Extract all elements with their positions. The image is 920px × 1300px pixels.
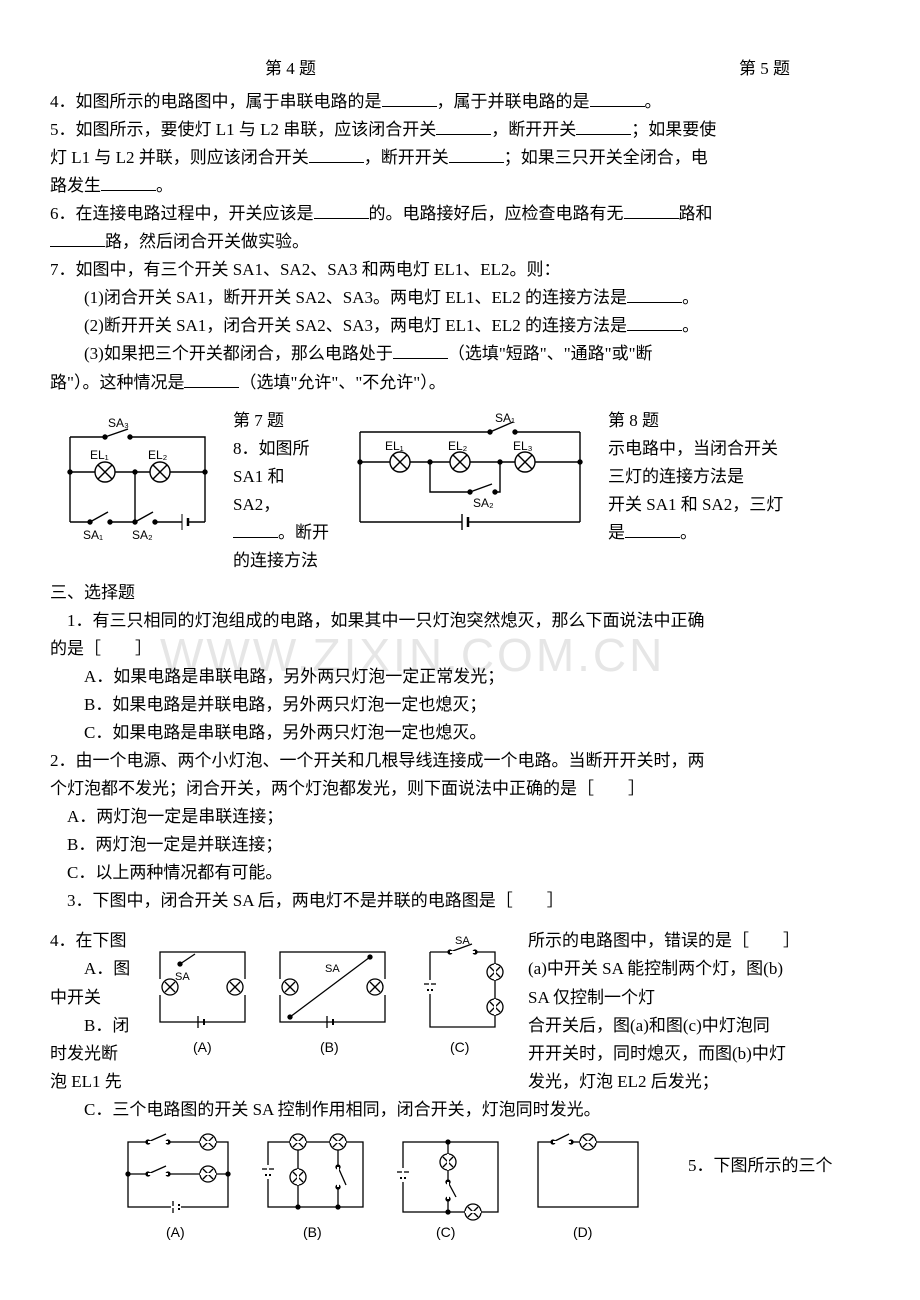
svg-text:(C): (C) (436, 1224, 455, 1240)
svg-text:SA: SA (175, 971, 190, 983)
q4-right-col: 所示的电路图中，错误的是［ ］ (a)中开关 SA 能控制两个灯，图(b) SA… (520, 927, 800, 1095)
svg-text:SA₂: SA₂ (132, 528, 153, 542)
fig8-caption: 第 8 题 (608, 407, 783, 435)
svg-text:SA: SA (455, 935, 470, 947)
q5-figures: (A) (B) (118, 1132, 658, 1247)
svg-text:EL₂: EL₂ (148, 448, 168, 462)
q4l6: 泡 EL1 先 (50, 1068, 145, 1096)
svg-text:SA₁: SA₁ (83, 528, 103, 542)
q4l3: 中开关 (50, 984, 145, 1012)
header-row: 第 4 题 第 5 题 (50, 0, 870, 88)
q4-left-col: 4．在下图 A．图 中开关 B．闭 时发光断 泡 EL1 先 (50, 927, 145, 1095)
mc-q1-a: A．如果电路是串联电路，另外两只灯泡一定正常发光； (50, 663, 870, 691)
svg-text:(D): (D) (573, 1224, 592, 1240)
q8-textcol-left: 第 7 题 8．如图所 SA1 和 SA2， 。断开 的连接方法 (225, 407, 340, 575)
q4-text: 4．如图所示的电路图中，属于串联电路的是，属于并联电路的是。 (50, 88, 870, 116)
fig7-circuit: SA₃ EL₁ EL₂ SA₁ SA₂ (50, 407, 225, 542)
q5-fig-row: (A) (B) (50, 1132, 870, 1247)
q4-figures: SA (A) SA (B) (145, 927, 520, 1072)
svg-text:SA₁: SA₁ (495, 411, 515, 425)
svg-text:(A): (A) (193, 1039, 212, 1055)
mc-q2-c: C．以上两种情况都有可能。 (50, 859, 870, 887)
q4l5: 时发光断 (50, 1040, 145, 1068)
svg-text:EL₁: EL₁ (90, 448, 109, 462)
q8r-frag3: 开关 SA1 和 SA2，三灯 (608, 491, 783, 519)
header-left: 第 4 题 (265, 55, 316, 83)
svg-text:(B): (B) (320, 1039, 339, 1055)
q4-option-c: C．三个电路图的开关 SA 控制作用相同，闭合开关，灯泡同时发光。 (50, 1096, 870, 1124)
q5-line3: 路发生。 (50, 172, 870, 200)
q4-row: 4．在下图 A．图 中开关 B．闭 时发光断 泡 EL1 先 SA (50, 927, 870, 1095)
q8-textcol-right: 第 8 题 示电路中，当闭合开关 三灯的连接方法是 开关 SA1 和 SA2，三… (600, 407, 791, 547)
fig8-circuit: SA₁ EL₁ EL₂ EL₃ SA₂ (340, 407, 600, 542)
mc-q1-l1: 1．有三只相同的灯泡组成的电路，如果其中一只灯泡突然熄灭，那么下面说法中正确 (50, 607, 870, 635)
q4r3: SA 仅控制一个灯 (528, 984, 800, 1012)
svg-text:EL₂: EL₂ (448, 439, 468, 453)
fig-row-q7q8: SA₃ EL₁ EL₂ SA₁ SA₂ 第 7 题 8．如图所 SA1 和 SA2，… (50, 407, 870, 575)
q4r2: (a)中开关 SA 能控制两个灯，图(b) (528, 955, 800, 983)
q5-line1: 5．如图所示，要使灯 L1 与 L2 串联，应该闭合开关，断开开关；如果要使 (50, 116, 870, 144)
q8-frag2: SA1 和 SA2， (233, 463, 332, 519)
q8-frag1: 8．如图所 (233, 435, 332, 463)
svg-text:SA: SA (325, 963, 340, 975)
mc-q1-b: B．如果电路是并联电路，另外两只灯泡一定也熄灭； (50, 691, 870, 719)
section3-title: 三、选择题 (50, 579, 870, 607)
header-right: 第 5 题 (739, 55, 790, 83)
q6-line2: 路，然后闭合开关做实验。 (50, 228, 870, 256)
q4r6: 发光，灯泡 EL2 后发光； (528, 1068, 800, 1096)
q8r-frag4: 是。 (608, 519, 783, 547)
q8-frag4: 的连接方法 (233, 547, 332, 575)
mc-q2-b: B．两灯泡一定是并联连接； (50, 831, 870, 859)
mc-q2-l2: 个灯泡都不发光；闭合开关，两个灯泡都发光，则下面说法中正确的是［ ］ (50, 775, 870, 803)
mc-q3: 3．下图中，闭合开关 SA 后，两电灯不是并联的电路图是［ ］ (50, 887, 870, 915)
q5-line2: 灯 L1 与 L2 并联，则应该闭合开关，断开开关；如果三只开关全闭合，电 (50, 144, 870, 172)
mc-q2-a: A．两灯泡一定是串联连接； (50, 803, 870, 831)
q5-text: 5．下图所示的三个 (688, 1152, 833, 1180)
mc-q1-l2: 的是［ ］ (50, 635, 870, 663)
svg-text:EL₁: EL₁ (385, 439, 404, 453)
q7-sub2: (2)断开开关 SA1，闭合开关 SA2、SA3，两电灯 EL1、EL2 的连接… (50, 312, 870, 340)
q5-right-text: 5．下图所示的三个 (688, 1132, 833, 1180)
svg-text:(B): (B) (303, 1224, 322, 1240)
fig7-caption: 第 7 题 (233, 407, 332, 435)
svg-text:(C): (C) (450, 1039, 469, 1055)
q8r-frag1: 示电路中，当闭合开关 (608, 435, 783, 463)
q6-line1: 6．在连接电路过程中，开关应该是的。电路接好后，应检查电路有无路和 (50, 200, 870, 228)
q7-sub3b: 路"）。这种情况是（选填"允许"、"不允许"）。 (50, 369, 870, 397)
mc-q2-l1: 2．由一个电源、两个小灯泡、一个开关和几根导线连接成一个电路。当断开开关时，两 (50, 747, 870, 775)
q4l1: 4．在下图 (50, 927, 145, 955)
q4r5: 开开关时，同时熄灭，而图(b)中灯 (528, 1040, 800, 1068)
q4l2: A．图 (50, 955, 145, 983)
mc-q1-c: C．如果电路是串联电路，另外两只灯泡一定也熄灭。 (50, 719, 870, 747)
svg-text:(A): (A) (166, 1224, 185, 1240)
q7-sub3a: (3)如果把三个开关都闭合，那么电路处于（选填"短路"、"通路"或"断 (50, 340, 870, 368)
svg-text:SA₃: SA₃ (108, 416, 129, 430)
svg-text:EL₃: EL₃ (513, 439, 533, 453)
q4r1: 所示的电路图中，错误的是［ ］ (528, 927, 800, 955)
q7-head: 7．如图中，有三个开关 SA1、SA2、SA3 和两电灯 EL1、EL2。则： (50, 256, 870, 284)
q4r4: 合开关后，图(a)和图(c)中灯泡同 (528, 1012, 800, 1040)
q8r-frag2: 三灯的连接方法是 (608, 463, 783, 491)
q8-frag3: 。断开 (233, 519, 332, 547)
svg-text:SA₂: SA₂ (473, 496, 494, 510)
q7-sub1: (1)闭合开关 SA1，断开开关 SA2、SA3。两电灯 EL1、EL2 的连接… (50, 284, 870, 312)
q4l4: B．闭 (50, 1012, 145, 1040)
